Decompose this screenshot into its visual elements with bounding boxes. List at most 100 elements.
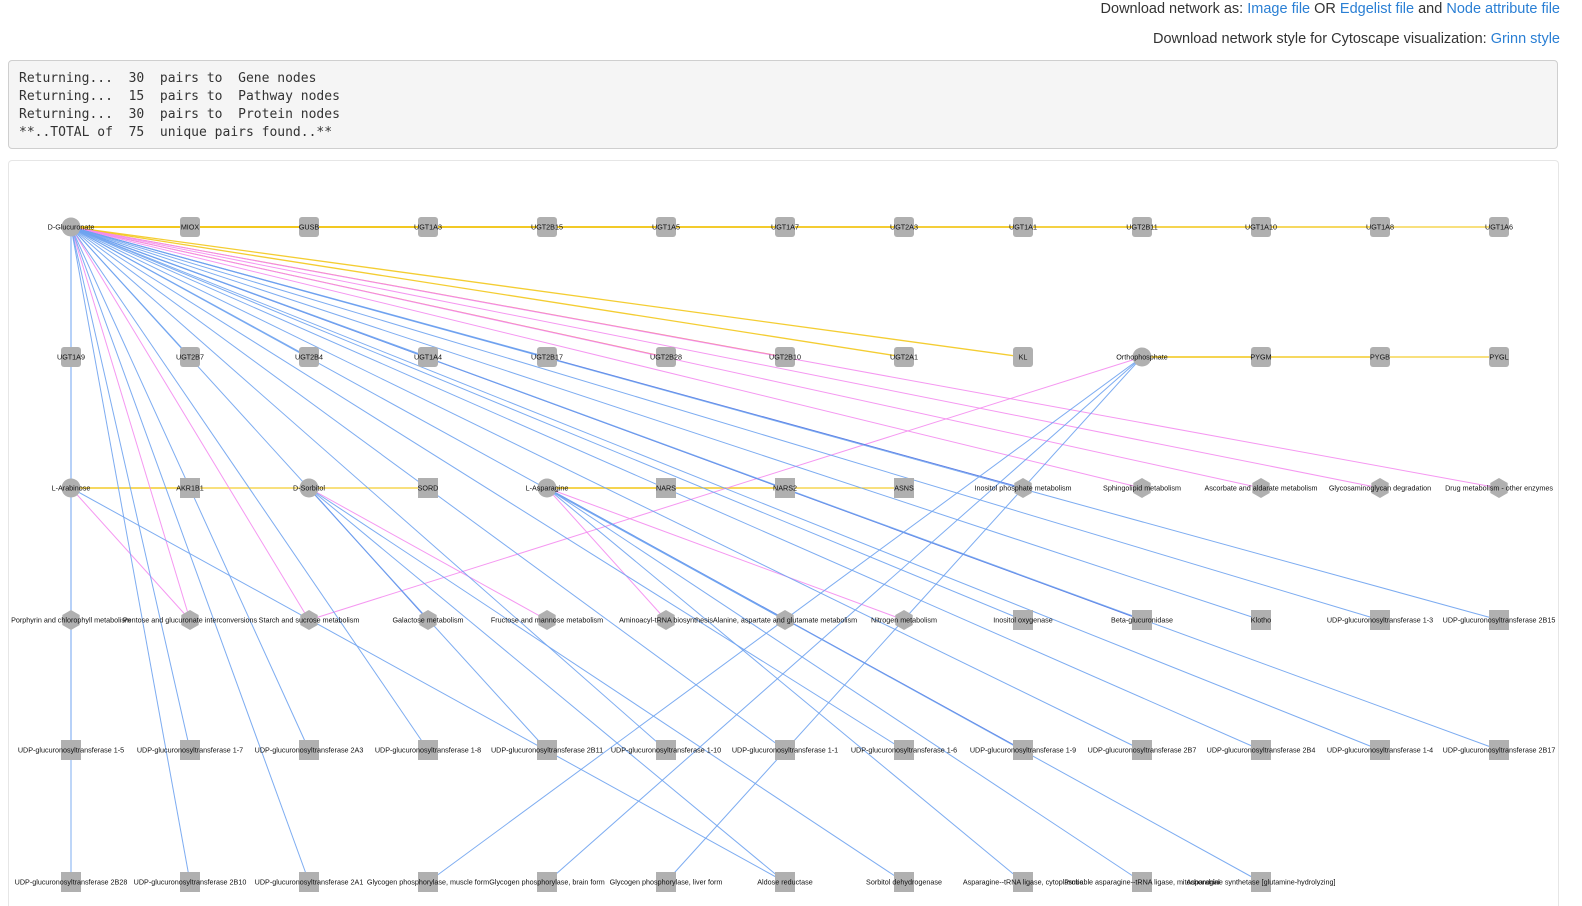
node-p_inos[interactable]: Inositol phosphate metabolism <box>974 478 1072 498</box>
node-shape <box>537 347 557 367</box>
node-ugt1a5[interactable]: UGT1A5 <box>652 217 680 237</box>
node-p_porp[interactable]: Porphyrin and chlorophyll metabolism <box>11 610 131 630</box>
node-shape <box>656 217 676 237</box>
node-label: UGT1A5 <box>652 223 680 232</box>
node-pr_2a1[interactable]: UDP-glucuronosyltransferase 2A1 <box>255 872 364 892</box>
node-label: UGT2B10 <box>769 353 801 362</box>
node-ugt2b11[interactable]: UGT2B11 <box>1126 217 1158 237</box>
node-label: UDP-glucuronosyltransferase 1-7 <box>137 746 243 755</box>
node-p_glyc[interactable]: Glycosaminoglycan degradation <box>1329 478 1431 498</box>
node-ugt2a1[interactable]: UGT2A1 <box>890 347 918 367</box>
node-ugt1a3[interactable]: UGT1A3 <box>414 217 442 237</box>
node-pr_1_3[interactable]: UDP-glucuronosyltransferase 1-3 <box>1327 610 1433 630</box>
node-dsorb[interactable]: D-Sorbitol <box>293 478 325 498</box>
node-shape <box>1489 740 1509 760</box>
node-pr_1_9[interactable]: UDP-glucuronosyltransferase 1-9 <box>970 740 1076 760</box>
node-ugt1a4[interactable]: UGT1A4 <box>414 347 442 367</box>
node-label: UGT1A8 <box>1366 223 1394 232</box>
node-pygm[interactable]: PYGM <box>1250 347 1272 367</box>
node-label: Galactose metabolism <box>392 616 463 625</box>
node-pr_aldr[interactable]: Aldose reductase <box>757 872 813 892</box>
node-akr1b1[interactable]: AKR1B1 <box>176 478 204 498</box>
node-pr_gpm[interactable]: Glycogen phosphorylase, muscle form <box>367 872 489 892</box>
node-gusb[interactable]: GUSB <box>299 217 320 237</box>
node-ugt2b15[interactable]: UGT2B15 <box>531 217 563 237</box>
node-pr_1_4[interactable]: UDP-glucuronosyltransferase 1-4 <box>1327 740 1433 760</box>
node-lasn[interactable]: L-Asparagine <box>526 478 569 498</box>
node-pr_2a3[interactable]: UDP-glucuronosyltransferase 2A3 <box>255 740 364 760</box>
node-p_alan[interactable]: Alanine, aspartate and glutamate metabol… <box>713 610 857 630</box>
node-pr_asns[interactable]: Asparagine synthetase [glutamine-hydroly… <box>1186 872 1336 892</box>
node-ugt1a7[interactable]: UGT1A7 <box>771 217 799 237</box>
node-ugt2b28[interactable]: UGT2B28 <box>650 347 682 367</box>
node-ortho[interactable]: Orthophosphate <box>1116 347 1168 367</box>
node-p_star[interactable]: Starch and sucrose metabolism <box>259 610 360 630</box>
node-pr_1_7[interactable]: UDP-glucuronosyltransferase 1-7 <box>137 740 243 760</box>
node-pr_2b28[interactable]: UDP-glucuronosyltransferase 2B28 <box>15 872 128 892</box>
node-pr_1_1[interactable]: UDP-glucuronosyltransferase 1-1 <box>732 740 838 760</box>
node-pr_bglu[interactable]: Beta-glucuronidase <box>1111 610 1173 630</box>
node-p_amin[interactable]: Aminoacyl-tRNA biosynthesis <box>619 610 713 630</box>
node-nars[interactable]: NARS <box>656 478 676 498</box>
grinn-style-link[interactable]: Grinn style <box>1490 31 1560 47</box>
node-label: Orthophosphate <box>1116 353 1168 362</box>
node-kl[interactable]: KL <box>1013 347 1033 367</box>
node-pr_2b15[interactable]: UDP-glucuronosyltransferase 2B15 <box>1443 610 1556 630</box>
node-p_fruc[interactable]: Fructose and mannose metabolism <box>491 610 603 630</box>
node-pr_1_10[interactable]: UDP-glucuronosyltransferase 1-10 <box>611 740 721 760</box>
console-output: Returning... 30 pairs to Gene nodes Retu… <box>8 60 1558 149</box>
node-ugt2b17[interactable]: UGT2B17 <box>531 347 563 367</box>
node-ugt2a3[interactable]: UGT2A3 <box>890 217 918 237</box>
node-p_sphi[interactable]: Sphingolipid metabolism <box>1103 478 1181 498</box>
node-pr_2b17[interactable]: UDP-glucuronosyltransferase 2B17 <box>1443 740 1556 760</box>
node-pr_2b10[interactable]: UDP-glucuronosyltransferase 2B10 <box>134 872 247 892</box>
node-pr_2b4[interactable]: UDP-glucuronosyltransferase 2B4 <box>1207 740 1316 760</box>
node-label: UGT2B15 <box>531 223 563 232</box>
node-p_gala[interactable]: Galactose metabolism <box>392 610 464 630</box>
node-p_drug[interactable]: Drug metabolism - other enzymes <box>1445 478 1553 498</box>
node-label: Aldose reductase <box>757 878 813 887</box>
node-pr_sdh[interactable]: Sorbitol dehydrogenase <box>866 872 942 892</box>
node-pr_gpb[interactable]: Glycogen phosphorylase, brain form <box>489 872 605 892</box>
node-p_asco[interactable]: Ascorbate and aldarate metabolism <box>1204 478 1318 498</box>
node-pygl[interactable]: PYGL <box>1489 347 1509 367</box>
node-nars2[interactable]: NARS2 <box>773 478 797 498</box>
node-pr_2b7[interactable]: UDP-glucuronosyltransferase 2B7 <box>1088 740 1197 760</box>
node-p_pent[interactable]: Pentose and glucuronate interconversions <box>123 610 258 630</box>
node-attribute-file-link[interactable]: Node attribute file <box>1446 1 1560 17</box>
node-ugt2b10[interactable]: UGT2B10 <box>769 347 801 367</box>
node-label: UDP-glucuronosyltransferase 2B15 <box>1443 616 1556 625</box>
node-ugt1a10[interactable]: UGT1A10 <box>1245 217 1277 237</box>
image-file-link[interactable]: Image file <box>1247 1 1311 17</box>
node-pr_inox[interactable]: Inositol oxygenase <box>993 610 1053 630</box>
node-pr_1_8[interactable]: UDP-glucuronosyltransferase 1-8 <box>375 740 481 760</box>
node-shape <box>1370 740 1390 760</box>
node-ugt2b7[interactable]: UGT2B7 <box>176 347 204 367</box>
node-shape <box>537 872 557 892</box>
node-pr_1_6[interactable]: UDP-glucuronosyltransferase 1-6 <box>851 740 957 760</box>
node-miox[interactable]: MIOX <box>180 217 200 237</box>
edgelist-file-link[interactable]: Edgelist file <box>1339 1 1415 17</box>
node-ugt2b4[interactable]: UGT2B4 <box>295 347 323 367</box>
edge-lasn-pr_pasn <box>546 487 1143 883</box>
node-p_nitr[interactable]: Nitrogen metabolism <box>871 610 937 630</box>
node-pr_asnl[interactable]: Asparagine--tRNA ligase, cytoplasmic <box>963 872 1084 892</box>
node-asns[interactable]: ASNS <box>894 478 914 498</box>
node-pr_1_5[interactable]: UDP-glucuronosyltransferase 1-5 <box>18 740 124 760</box>
node-sord[interactable]: SORD <box>418 478 439 498</box>
node-shape <box>1370 347 1390 367</box>
node-pr_2b11[interactable]: UDP-glucuronosyltransferase 2B11 <box>491 740 603 760</box>
network-edges <box>70 226 1500 883</box>
node-shape <box>894 740 914 760</box>
node-ugt1a9[interactable]: UGT1A9 <box>57 347 85 367</box>
node-pygb[interactable]: PYGB <box>1370 347 1390 367</box>
node-ugt1a8[interactable]: UGT1A8 <box>1366 217 1394 237</box>
node-ugt1a1[interactable]: UGT1A1 <box>1009 217 1037 237</box>
node-pr_klot[interactable]: Klotho <box>1251 610 1271 630</box>
node-ugt1a6[interactable]: UGT1A6 <box>1485 217 1513 237</box>
node-pr_gpl[interactable]: Glycogen phosphorylase, liver form <box>610 872 723 892</box>
node-larab[interactable]: L-Arabinose <box>52 478 91 498</box>
node-pr_pasn[interactable]: Probable asparagine--tRNA ligase, mitoch… <box>1064 872 1220 892</box>
node-dgluc[interactable]: D-Glucuronate <box>48 217 95 237</box>
